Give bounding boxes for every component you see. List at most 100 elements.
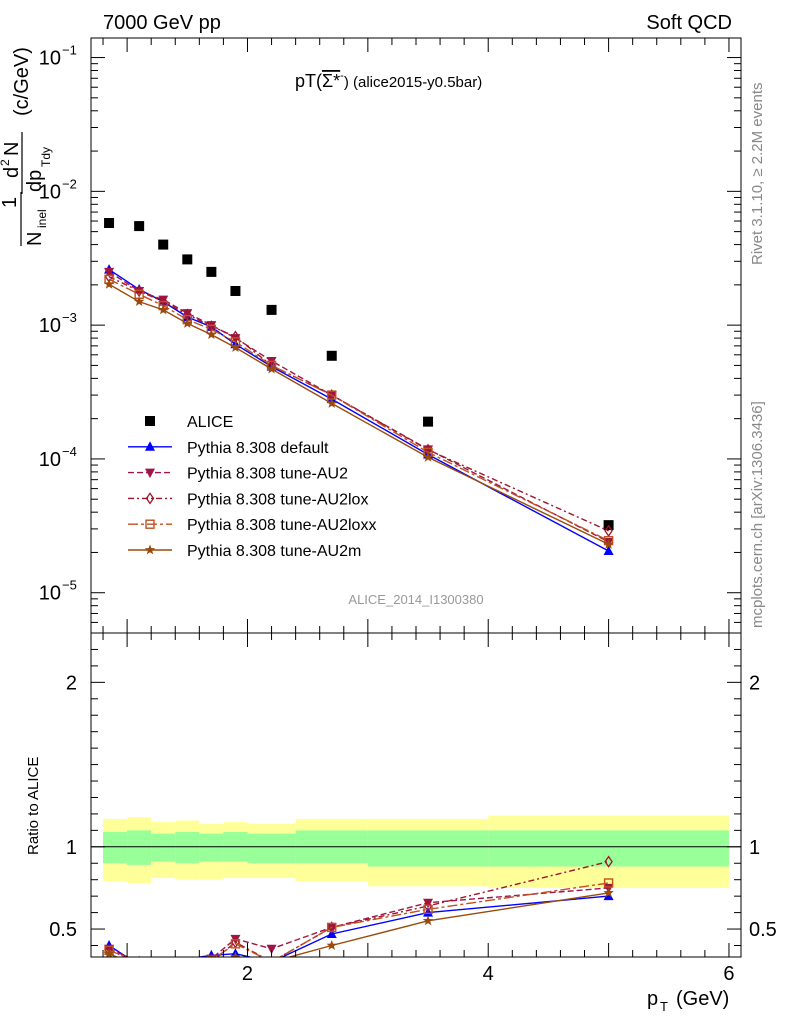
main-point-5-9 [603, 538, 614, 549]
main-point-0-8 [423, 416, 434, 427]
main-point-5-7 [326, 397, 337, 408]
main-series-1 [104, 264, 614, 556]
y-tick-exp-main-2: −3 [62, 310, 77, 325]
ratio-point-4-2 [211, 956, 212, 957]
axes-layer: 10−510−410−310−210 −10.5 0.51 12 22 4 6 [39, 37, 777, 985]
svg-text:N: N [1, 142, 23, 156]
ratio-point-2-4 [270, 955, 273, 957]
rivet-label: Rivet 3.1.10, ≥ 2.2M events [749, 83, 766, 266]
x-tick-label-0: 2 [242, 963, 253, 985]
main-point-2-2 [158, 295, 169, 306]
ratio-stat-band-3 [175, 832, 200, 864]
legend-label-5: Pythia 8.308 tune-AU2m [187, 543, 361, 560]
main-series-line-3 [108, 276, 609, 532]
main-point-2-5 [230, 334, 241, 344]
y-tick-label-main-1: 10 [39, 449, 61, 471]
main-point-5-3 [182, 317, 193, 328]
ratio-series-line-1 [108, 887, 609, 957]
main-point-0-3 [182, 254, 193, 265]
main-point-5-4 [206, 329, 217, 339]
ratio-point-1-6 [423, 898, 434, 909]
y-tick-exp-main-4: −1 [62, 43, 77, 58]
x-tick-label-1: 4 [483, 963, 494, 985]
main-point-0-6 [266, 304, 277, 315]
y-tick-label-ratio-right-0: 0.5 [749, 919, 777, 941]
ratio-point-0-7 [603, 890, 614, 901]
legend-marker-1 [145, 441, 155, 451]
y-axis-label-ratio: Ratio to ALICE [25, 757, 42, 855]
main-series-line-5 [108, 283, 609, 545]
legend-marker-3 [145, 492, 155, 505]
y-tick-label-ratio-left-1: 1 [66, 837, 77, 859]
ratio-point-3-4 [268, 958, 276, 966]
ratio-series-3 [104, 878, 614, 966]
ratio-point-0-4 [271, 956, 272, 957]
svg-text:(GeV): (GeV) [676, 988, 729, 1010]
y-axis-label-main: 1 N inel d 2 N dp Tdy (c/GeV) [0, 47, 53, 246]
svg-text:dp: dp [24, 170, 46, 192]
main-point-5-8 [422, 451, 434, 462]
ratio-series-line-4 [108, 892, 609, 957]
main-point-3-9 [604, 524, 613, 537]
ratio-point-3-6 [423, 904, 433, 915]
main-series-line-4 [108, 278, 609, 542]
svg-text:2: 2 [0, 159, 12, 166]
y-tick-label-ratio-left-0: 0.5 [49, 919, 77, 941]
y-tick-exp-main-3: −2 [62, 176, 77, 191]
svg-text:inel: inel [35, 209, 49, 228]
ratio-point-4-4 [271, 956, 272, 957]
x-axis-label: p T (GeV) [647, 988, 729, 1014]
legend-marker-2 [145, 468, 155, 479]
mcplots-label: mcplots.cern.ch [arXiv:1306.3436] [749, 401, 766, 628]
legend-label-1: Pythia 8.308 default [187, 440, 329, 457]
plot-title: pT(Σ*-) (alice2015-y0.5bar) [295, 70, 482, 91]
y-tick-label-main-0: 10 [39, 583, 61, 605]
legend-label-3: Pythia 8.308 tune-AU2lox [187, 491, 368, 508]
ratio-point-2-5 [327, 921, 337, 934]
ratio-point-4-5 [326, 940, 337, 950]
main-point-1-9 [603, 545, 614, 556]
ratio-point-2-6 [423, 899, 433, 913]
ratio-stat-band-2 [151, 833, 176, 862]
main-series-5 [103, 278, 614, 549]
ratio-point-3-5 [327, 922, 337, 933]
main-point-5-0 [103, 278, 115, 289]
main-point-0-2 [158, 239, 169, 250]
y-tick-label-main-3: 10 [39, 181, 61, 203]
ratio-stat-band-6 [247, 833, 296, 864]
svg-text:p: p [647, 988, 658, 1010]
ratio-series-4 [103, 887, 614, 957]
header-left: 7000 GeV pp [103, 12, 221, 34]
ratio-series-1 [104, 883, 614, 957]
ratio-point-1-4 [266, 944, 277, 955]
ratio-stat-band-4 [199, 833, 224, 862]
y-tick-label-ratio-right-2: 2 [749, 672, 760, 694]
ratio-point-3-1 [135, 958, 143, 966]
ratio-point-2-2 [210, 955, 213, 957]
main-point-5-1 [133, 296, 145, 306]
ratio-point-3-3 [230, 939, 241, 949]
legend-marker-5 [144, 544, 156, 555]
ratio-stat-band-8 [367, 830, 489, 867]
series-layer [103, 217, 614, 970]
legend: ALICE Pythia 8.308 default Pythia 8.308 tu… [128, 414, 376, 560]
ratio-stat-band-9 [488, 830, 729, 867]
ratio-point-0-1 [134, 960, 144, 970]
ratio-point-4-7 [603, 887, 614, 898]
legend-marker-0 [145, 416, 155, 426]
main-point-3-1 [134, 284, 144, 298]
main-point-0-1 [134, 221, 145, 232]
main-point-0-5 [230, 285, 241, 296]
ratio-series-line-0 [108, 895, 609, 957]
legend-label-2: Pythia 8.308 tune-AU2 [187, 466, 348, 483]
ratio-point-4-6 [422, 915, 434, 926]
ratio-stat-band-0 [103, 832, 128, 864]
svg-text:d: d [1, 167, 23, 178]
ratio-series-line-3 [108, 882, 609, 957]
y-tick-exp-main-1: −4 [62, 444, 77, 459]
y-tick-label-main-4: 10 [39, 48, 61, 70]
ratio-point-3-7 [603, 878, 614, 888]
y-tick-label-ratio-left-2: 2 [66, 672, 77, 694]
main-point-0-0 [104, 217, 115, 228]
